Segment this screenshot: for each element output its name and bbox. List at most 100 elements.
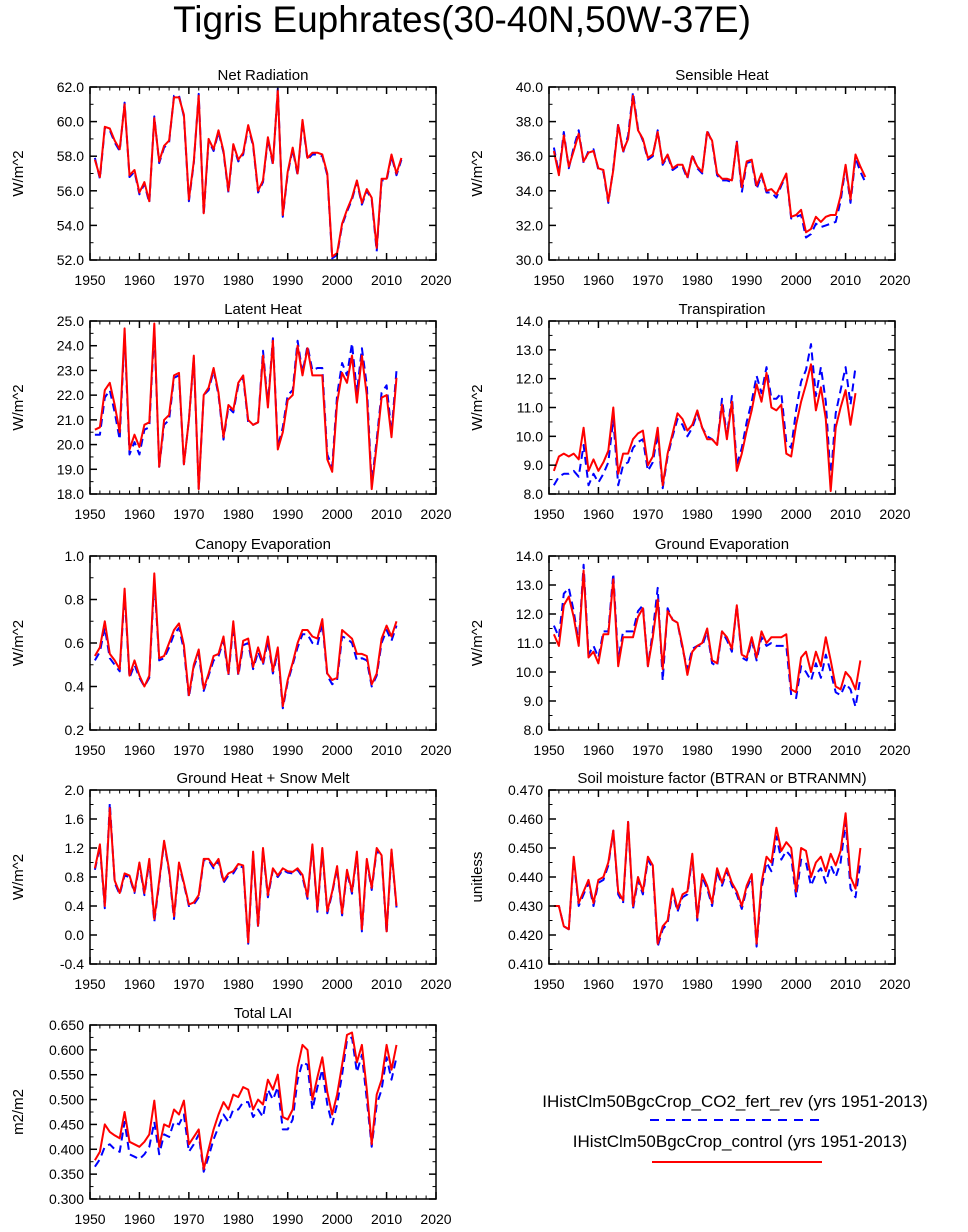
y-tick-label: 34.0 [516, 183, 543, 199]
panel-canopy-evaporation: 1950 1960 1970 1980 1990 2000 2010 2020 0.2 0.4 0.… [10, 536, 452, 758]
series-line-control [93, 89, 403, 258]
y-axis-label: m2/m2 [10, 1089, 27, 1135]
series-line-control [94, 1031, 398, 1171]
x-tick-label: 2020 [420, 272, 451, 288]
x-tick-label: 1990 [731, 742, 762, 758]
y-tick-label: 0.440 [508, 869, 543, 885]
x-tick-label: 2020 [420, 1211, 451, 1227]
x-tick-label: 2010 [830, 506, 861, 522]
y-tick-label: 10.0 [516, 428, 543, 444]
panel-title: Ground Evaporation [655, 536, 789, 553]
y-tick-label: 13.0 [516, 342, 543, 358]
y-tick-label: 1.2 [65, 840, 85, 856]
series-line-co2-fert-rev [94, 327, 398, 491]
panel-soil-moisture-factor: 1950 1960 1970 1980 1990 2000 2010 2020 0.410 0.4… [469, 770, 911, 992]
x-tick-label: 1980 [682, 742, 713, 758]
y-tick-label: 56.0 [57, 183, 84, 199]
panel-title: Sensible Heat [675, 67, 769, 84]
panel-ground-heat-snow-melt: 1950 1960 1970 1980 1990 2000 2010 2020 -0.4 0.0 0… [10, 770, 452, 992]
y-tick-label: 0.0 [65, 927, 85, 943]
x-tick-label: 2020 [879, 506, 910, 522]
x-tick-label: 1980 [223, 1211, 254, 1227]
series-line-co2-fert-rev [553, 820, 862, 948]
x-tick-label: 1990 [272, 1211, 303, 1227]
x-tick-label: 1990 [272, 506, 303, 522]
x-tick-label: 2020 [879, 742, 910, 758]
y-tick-label: 32.0 [516, 217, 543, 233]
y-tick-label: 30.0 [516, 252, 543, 268]
panels: 1950 1960 1970 1980 1990 2000 2010 2020 52.0 54.0… [10, 67, 911, 1227]
plot-frame [89, 320, 437, 495]
y-tick-label: 11.0 [517, 400, 543, 416]
y-tick-label: 0.2 [65, 722, 85, 738]
x-tick-label: 1960 [124, 1211, 155, 1227]
x-tick-label: 1970 [632, 506, 663, 522]
x-tick-label: 2010 [830, 272, 861, 288]
x-tick-label: 1970 [173, 976, 204, 992]
y-tick-label: -0.4 [60, 956, 84, 972]
y-tick-label: 18.0 [57, 486, 84, 502]
y-tick-label: 0.4 [65, 898, 85, 914]
x-tick-label: 2010 [371, 976, 402, 992]
x-tick-label: 2000 [781, 272, 812, 288]
legend-label-co2-fert-rev: IHistClm50BgcCrop_CO2_fert_rev (yrs 1951… [542, 1092, 928, 1111]
panel-title: Latent Heat [224, 301, 302, 318]
y-tick-label: 2.0 [65, 782, 85, 798]
panel-title: Canopy Evaporation [195, 536, 331, 553]
x-tick-label: 1990 [272, 742, 303, 758]
legend-label-control: IHistClm50BgcCrop_control (yrs 1951-2013… [573, 1132, 907, 1151]
panel-title: Transpiration [679, 301, 766, 318]
y-axis-label: unitless [469, 852, 486, 903]
series-line-control [94, 572, 398, 708]
x-tick-label: 1970 [173, 1211, 204, 1227]
y-tick-label: 23.0 [57, 362, 84, 378]
y-tick-label: 14.0 [516, 313, 543, 329]
x-tick-label: 1970 [632, 272, 663, 288]
y-tick-label: 0.430 [508, 898, 543, 914]
y-tick-label: 0.8 [65, 592, 85, 608]
y-tick-label: 9.0 [524, 693, 544, 709]
y-tick-label: 54.0 [57, 217, 84, 233]
y-tick-label: 36.0 [516, 148, 543, 164]
legend: IHistClm50BgcCrop_CO2_fert_rev (yrs 1951… [542, 1092, 928, 1163]
y-tick-label: 0.410 [508, 956, 543, 972]
panel-net-radiation: 1950 1960 1970 1980 1990 2000 2010 2020 52.0 54.0… [10, 67, 452, 288]
x-tick-label: 2000 [322, 1211, 353, 1227]
x-tick-label: 1980 [223, 506, 254, 522]
x-tick-label: 1950 [533, 976, 564, 992]
x-tick-label: 1960 [124, 976, 155, 992]
y-tick-label: 9.0 [524, 457, 544, 473]
x-tick-label: 1970 [632, 742, 663, 758]
y-axis-label: W/m^2 [10, 150, 27, 196]
x-tick-label: 1970 [632, 976, 663, 992]
x-tick-label: 1950 [74, 506, 105, 522]
y-tick-label: 40.0 [516, 79, 543, 95]
y-tick-label: 25.0 [57, 313, 84, 329]
x-tick-label: 1990 [272, 976, 303, 992]
series-line-control [94, 322, 398, 491]
x-tick-label: 2020 [420, 506, 451, 522]
x-tick-label: 2000 [322, 506, 353, 522]
x-tick-label: 1960 [583, 976, 614, 992]
x-tick-label: 2000 [322, 742, 353, 758]
x-tick-label: 2010 [371, 742, 402, 758]
panel-ground-evaporation: 1950 1960 1970 1980 1990 2000 2010 2020 8.0 9.0 10… [469, 536, 911, 758]
y-tick-label: 21.0 [57, 412, 84, 428]
y-tick-label: 0.550 [49, 1067, 84, 1083]
panel-title: Soil moisture factor (BTRAN or BTRANMN) [577, 770, 866, 787]
y-tick-label: 0.350 [49, 1166, 84, 1182]
y-tick-label: 0.460 [508, 811, 543, 827]
series-line-control [553, 812, 862, 945]
x-tick-label: 1980 [682, 506, 713, 522]
x-tick-label: 2010 [830, 742, 861, 758]
series-line-co2-fert-rev [94, 578, 398, 710]
y-tick-label: 10.0 [516, 664, 543, 680]
x-tick-label: 1960 [583, 506, 614, 522]
y-axis-label: W/m^2 [469, 150, 486, 196]
x-tick-label: 1980 [223, 272, 254, 288]
x-tick-label: 2000 [781, 976, 812, 992]
series-line-control [93, 807, 398, 944]
panel-transpiration: 1950 1960 1970 1980 1990 2000 2010 2020 8.0 9.0 10… [469, 301, 911, 522]
plot-frame [548, 789, 896, 965]
series-line-co2-fert-rev [552, 91, 867, 239]
